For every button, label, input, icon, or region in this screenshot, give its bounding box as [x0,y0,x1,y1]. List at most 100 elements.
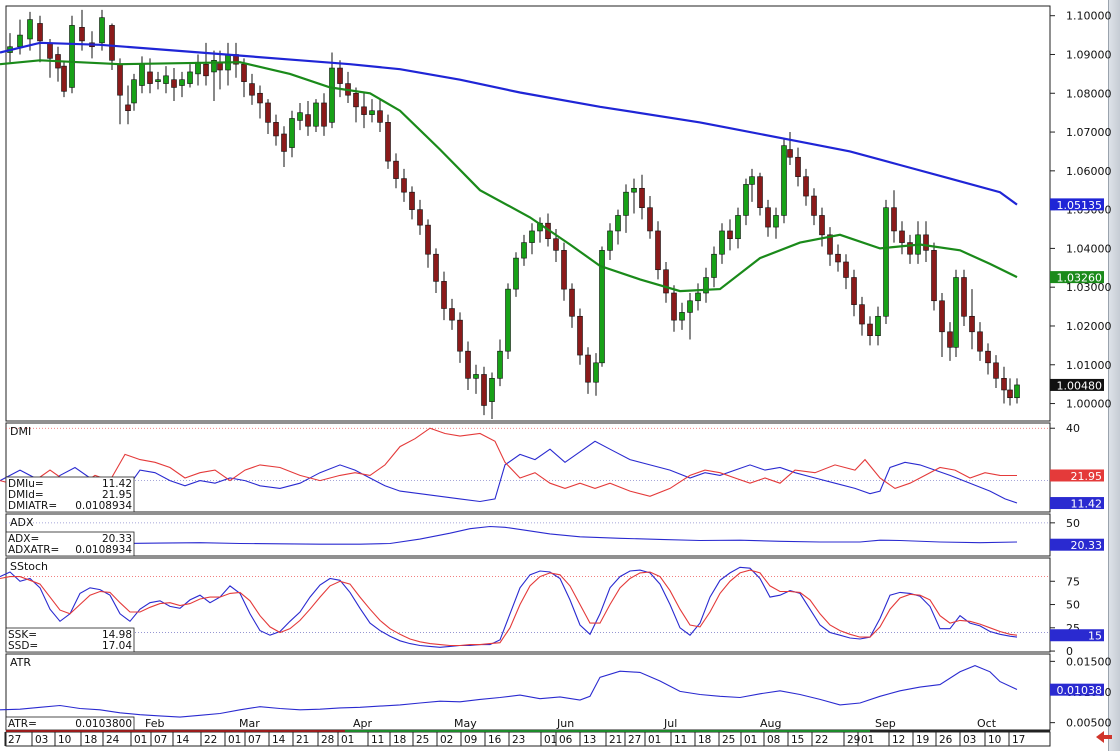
candle [329,52,335,129]
candle [529,223,535,255]
x-day-label: 13 [583,734,596,746]
y-tick-label: 1.00000 [1066,398,1112,411]
panel-title: ATR [10,656,31,669]
legend-value: 0.0108934 [75,500,132,512]
x-day-label: 11 [371,734,384,746]
candle-body-up [155,79,161,82]
panel-frame [5,422,1051,513]
last-value-box [1050,629,1104,642]
x-day-label: 08 [767,734,780,746]
last-value-box [1050,497,1104,510]
candle-body-down [425,224,431,255]
x-month-label: Jun [556,717,574,730]
candle-body-down [819,215,825,236]
legend-label: ADXATR= [8,544,59,556]
candle-body-down [417,209,423,226]
candle [561,242,567,301]
candle [811,188,817,226]
candle-body-up [749,176,755,185]
candle-body-up [599,250,605,364]
candle-body-down [757,176,763,208]
panel-atr: 0.015000.010000.00500ATRATR=0.01038000.0… [0,653,1112,731]
candle-body-up [505,288,511,352]
candle-body-down [851,277,857,305]
candle [457,312,463,363]
candle [99,9,105,51]
y-tick-label: 75 [1066,575,1080,588]
y-tick-label: 1.07000 [1066,126,1112,139]
candle [473,364,479,394]
candle-body-up [593,362,599,383]
series-atr [0,665,1018,718]
candle-body-down [765,207,771,228]
candle-body-down [61,65,67,92]
x-day-label: 07 [248,734,261,746]
candle-body-up [631,187,637,193]
candle [623,184,629,233]
candle-body-down [353,92,359,108]
y-tick-label: 0.01500 [1066,655,1112,668]
candle [249,73,255,105]
x-day-label: 10 [58,734,71,746]
x-day-label: 14 [176,734,190,746]
x-day-label: 01 [648,734,661,746]
x-day-label: 01 [341,734,354,746]
candle [615,209,621,245]
candle-body-down [867,323,873,336]
panel-dmi: 40 DMI DMIu= 11.42 DMId= 21.95 DMIATR= 0.010893… [0,422,1104,513]
x-month-label: Oct [977,717,997,730]
candle-body-down [923,234,929,251]
candle-body-up [773,215,779,228]
candle-body-up [781,145,787,216]
candle-body-up [131,79,137,104]
candle-body-up [711,253,717,278]
x-day-label: 01 [861,734,874,746]
series-dmi-up [0,440,1018,504]
candle [655,221,661,280]
candle [947,322,953,361]
legend-label: SSK= [8,629,37,641]
candle [875,306,881,346]
x-day-label: 15 [791,734,804,746]
y-tick-label: 40 [1066,422,1080,435]
candle [735,207,741,249]
candle-body-down [147,71,153,84]
series-moving-average-long [0,41,1018,206]
candle [781,137,787,224]
x-day-label: 17 [1012,734,1025,746]
candle [795,147,801,187]
candle-body-up [953,277,959,348]
candle [727,219,733,251]
candle [647,196,653,239]
legend-label: DMIu= [8,478,44,490]
candle-body-down [377,110,383,123]
panel-title: ADX [10,516,34,529]
scroll-arrow-icon[interactable] [1096,731,1112,743]
candle [931,242,937,311]
candle-body-down [969,315,975,333]
last-value-text: 0.01038 [1057,684,1103,697]
candle [203,42,209,86]
candle [835,244,841,272]
x-day-label: 01 [544,734,557,746]
candle-body-down [117,63,123,96]
candle-body-down [569,288,575,317]
last-value-text: 20.33 [1071,539,1103,552]
candle-body-down [843,261,849,278]
candle [155,71,161,90]
candle-body-down [561,250,567,290]
candle [489,372,495,420]
candle-body-up [369,110,375,115]
x-day-label: 21 [296,734,309,746]
candle-body-up [679,312,685,321]
candle [953,269,959,358]
candle-body-up [703,277,709,294]
candle-body-up [69,25,75,88]
candle [361,93,367,129]
candle [481,366,487,416]
candle [961,269,967,326]
right-frame [1108,0,1120,751]
legend-label: ADX= [8,533,39,545]
candle [401,168,407,202]
candle-body-down [481,374,487,406]
